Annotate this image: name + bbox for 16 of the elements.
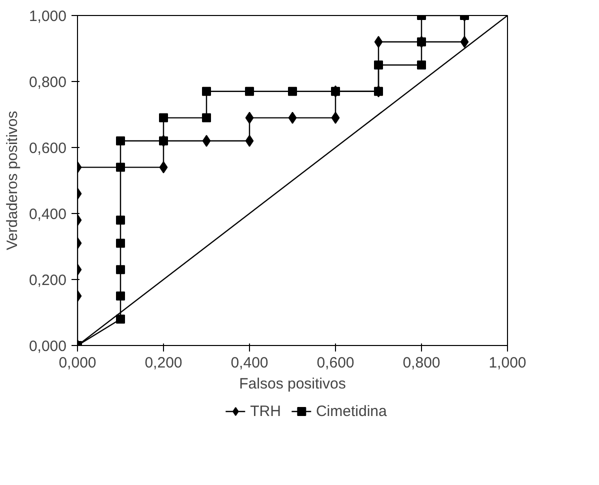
y-tick-label: 1,000 [28, 8, 67, 25]
y-tick-label: 0,600 [28, 140, 67, 157]
y-tick-label: 0,000 [28, 338, 67, 355]
x-axis-title: Falsos positivos [239, 376, 346, 392]
y-tick-label: 0,200 [28, 272, 67, 289]
x-tick-label: 0,800 [402, 354, 440, 372]
x-tick-label: 0,400 [230, 354, 268, 372]
legend-label: Cimetidina [316, 402, 387, 420]
y-tick-label: 0,400 [28, 206, 67, 223]
legend-label: TRH [250, 402, 281, 420]
x-tick-label: 0,200 [144, 354, 182, 372]
x-tick-label: 0,000 [58, 354, 96, 372]
x-tick-label: 1,000 [488, 354, 526, 372]
x-tick-label: 0,600 [316, 354, 354, 372]
y-axis-title: Verdaderos positivos [4, 110, 21, 250]
y-tick-label: 0,800 [28, 74, 67, 91]
